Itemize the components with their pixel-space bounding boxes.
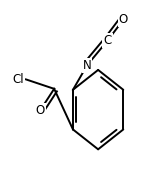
Text: N: N	[83, 59, 92, 72]
Text: O: O	[35, 104, 45, 117]
Text: C: C	[103, 34, 112, 47]
Text: O: O	[119, 13, 128, 26]
Text: Cl: Cl	[12, 73, 24, 86]
